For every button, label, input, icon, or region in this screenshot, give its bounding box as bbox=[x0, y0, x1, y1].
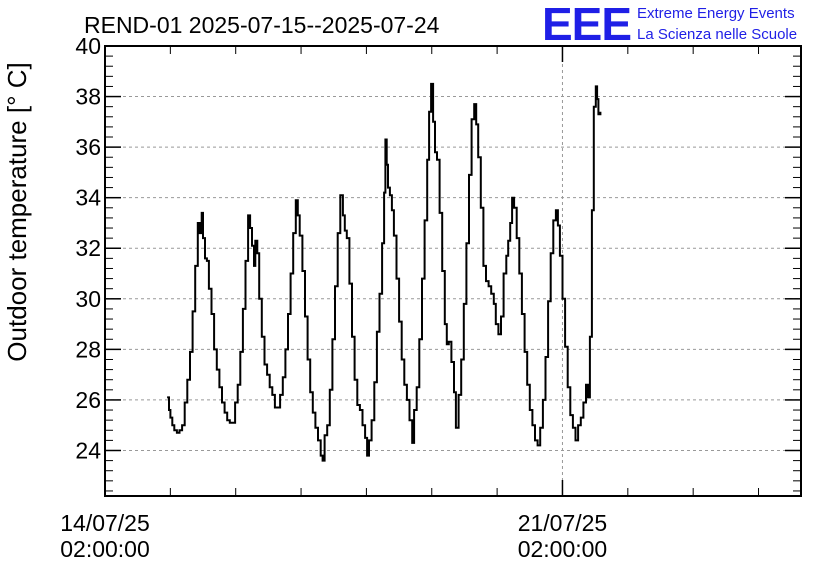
logo-letters: EEE bbox=[542, 0, 631, 50]
y-tick-label: 26 bbox=[75, 387, 101, 413]
logo-line2: La Scienza nelle Scuole bbox=[637, 26, 797, 43]
y-tick-label: 30 bbox=[75, 286, 101, 312]
x-tick-label-time: 02:00:00 bbox=[518, 536, 608, 562]
y-tick-label: 34 bbox=[75, 185, 101, 211]
temperature-series-line bbox=[167, 82, 602, 462]
chart-title: REND-01 2025-07-15--2025-07-24 bbox=[84, 12, 440, 38]
eee-logo: EEE Extreme Energy Events La Scienza nel… bbox=[542, 0, 797, 50]
y-tick-labels: 24 26 28 30 32 34 36 38 40 bbox=[75, 33, 101, 463]
y-tick-label: 24 bbox=[75, 437, 101, 463]
plot-frame bbox=[104, 45, 802, 497]
y-tick-label: 28 bbox=[75, 336, 101, 362]
y-tick-label: 36 bbox=[75, 134, 101, 160]
y-tick-label: 32 bbox=[75, 235, 101, 261]
logo-line1: Extreme Energy Events bbox=[637, 5, 795, 22]
x-tick-label-date: 21/07/25 bbox=[518, 510, 608, 536]
x-tick-label-time: 02:00:00 bbox=[60, 536, 150, 562]
x-tick-label-date: 14/07/25 bbox=[60, 510, 150, 536]
y-axis-label: Outdoor temperature [° C] bbox=[2, 62, 32, 361]
y-tick-label: 38 bbox=[75, 84, 101, 110]
y-tick-label: 40 bbox=[75, 33, 101, 59]
